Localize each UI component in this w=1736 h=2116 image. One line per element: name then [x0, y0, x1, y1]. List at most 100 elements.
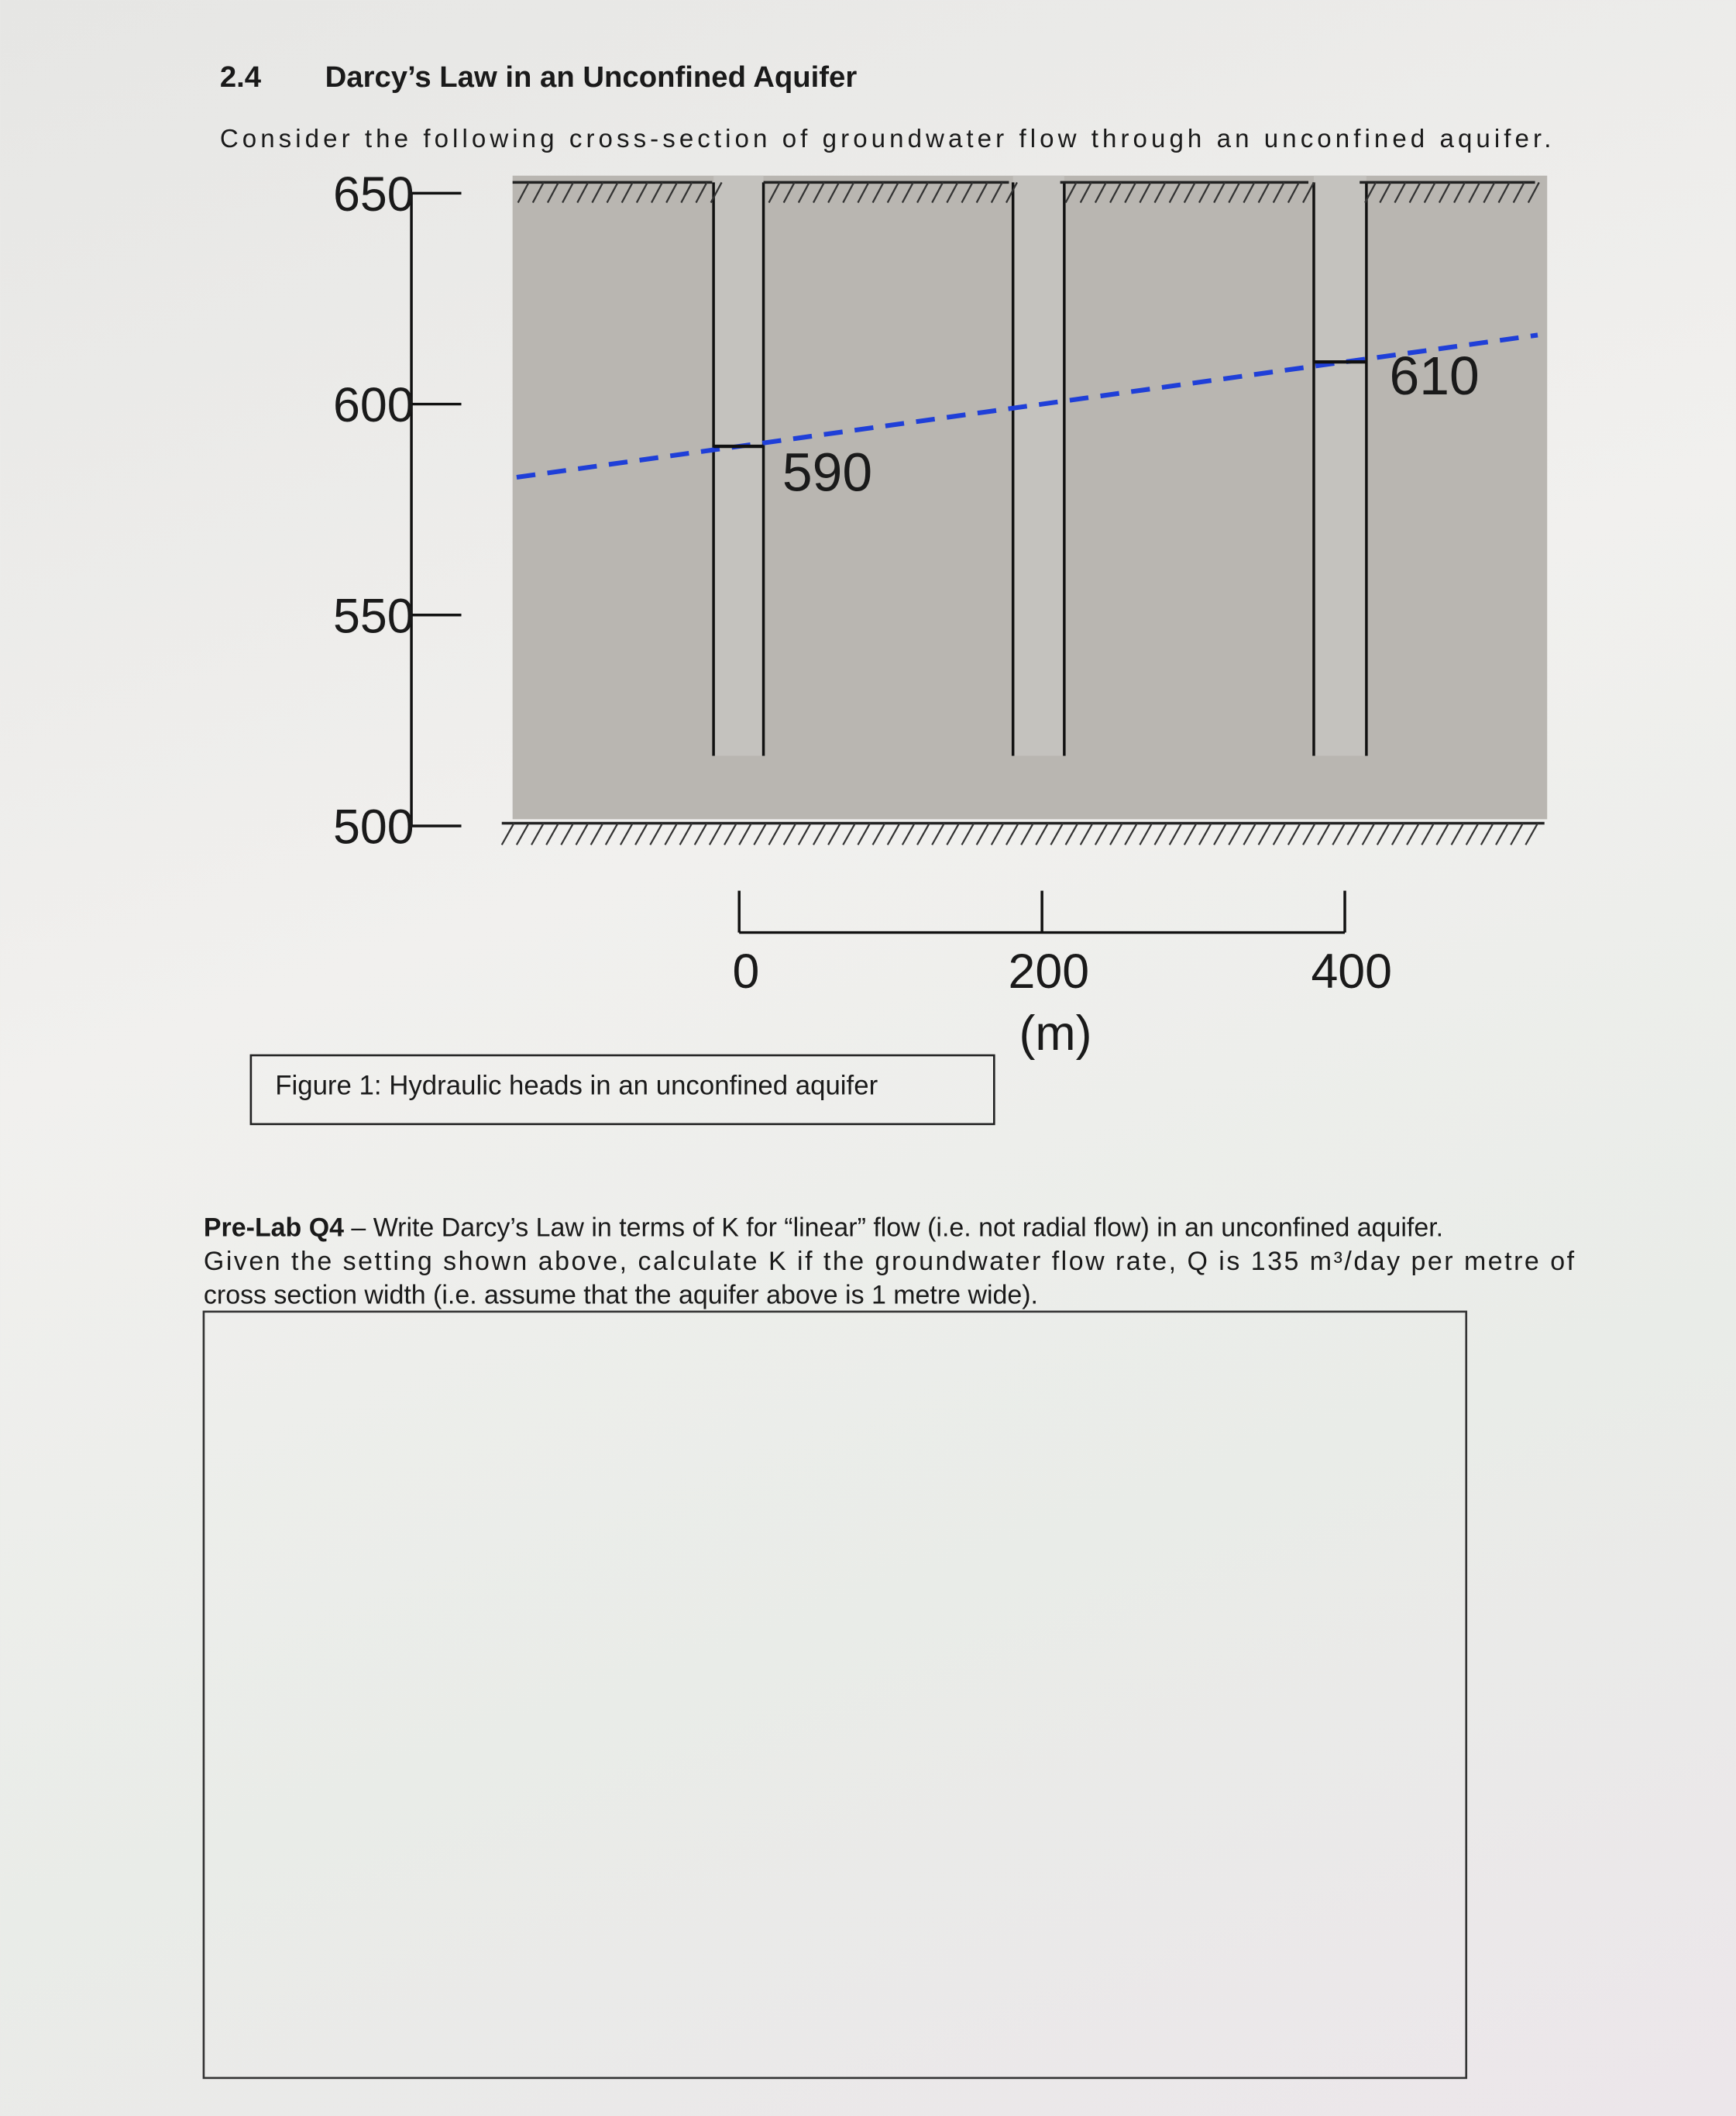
hatch	[1465, 822, 1480, 845]
well	[713, 175, 764, 756]
hatch	[1483, 181, 1496, 204]
hatch	[619, 822, 634, 845]
hatch	[946, 822, 961, 845]
hatch	[664, 822, 679, 845]
hatch	[1450, 822, 1465, 845]
hatch	[1079, 822, 1094, 845]
hatch	[1406, 822, 1420, 845]
hatch	[871, 822, 886, 845]
hatch	[1005, 181, 1018, 204]
hatch	[708, 822, 723, 845]
question-text: cross section width (i.e. assume that th…	[204, 1280, 1038, 1309]
hatch	[665, 181, 679, 204]
distance-label: 0	[732, 944, 759, 999]
section-title: Darcy’s Law in an Unconfined Aquifer	[325, 60, 858, 94]
hatch	[1510, 822, 1524, 845]
hatch	[961, 822, 975, 845]
hatch	[812, 822, 827, 845]
hatch	[1094, 181, 1107, 204]
hatch	[1050, 822, 1064, 845]
hatch	[1168, 822, 1183, 845]
hatch	[724, 822, 737, 845]
hatch	[1376, 822, 1391, 845]
hatch	[1228, 822, 1242, 845]
hatch	[782, 822, 797, 845]
hatch	[827, 181, 840, 204]
hatch	[901, 181, 914, 204]
question-label: Pre-Lab Q4	[204, 1213, 344, 1242]
hatch	[1408, 181, 1421, 204]
elevation-label: 550	[333, 589, 414, 643]
figure-caption: Figure 1: Hydraulic heads in an unconfin…	[275, 1071, 878, 1101]
hatch	[1139, 822, 1153, 845]
hatch	[1438, 181, 1451, 204]
well	[1313, 175, 1366, 756]
hatch	[827, 822, 841, 845]
hatch	[1272, 822, 1287, 845]
hatch	[1109, 822, 1123, 845]
hatch	[500, 822, 515, 845]
distance-unit: (m)	[1019, 1006, 1092, 1061]
hatch	[1346, 822, 1361, 845]
hatch	[871, 181, 885, 204]
hatch	[590, 822, 604, 845]
hatch	[531, 181, 545, 204]
hatch	[1020, 822, 1034, 845]
hatch	[545, 822, 559, 845]
hatch	[1198, 181, 1211, 204]
hatch	[1035, 822, 1049, 845]
hatch	[1480, 822, 1494, 845]
hatch	[1124, 181, 1137, 204]
hatch	[1525, 822, 1539, 845]
hatch	[931, 822, 945, 845]
hatch	[901, 822, 916, 845]
hatch	[1435, 822, 1450, 845]
hatch	[1332, 822, 1346, 845]
intro-text: Consider the following cross-section of …	[220, 125, 1552, 153]
hatch	[1005, 822, 1019, 845]
elevation-label: 600	[333, 378, 414, 432]
hatch	[531, 822, 545, 845]
head-label: 610	[1389, 346, 1479, 406]
hatch	[576, 181, 590, 204]
hatch	[1064, 822, 1079, 845]
hatch	[1183, 181, 1196, 204]
hatch	[1213, 181, 1226, 204]
hatch	[1421, 822, 1435, 845]
hatch	[604, 822, 619, 845]
hatch	[1243, 181, 1256, 204]
hatch	[1079, 181, 1092, 204]
hatch	[693, 822, 708, 845]
hatch	[916, 181, 929, 204]
hatch	[1257, 822, 1272, 845]
water-table	[516, 332, 1538, 480]
hatch	[1139, 181, 1152, 204]
hatch	[710, 181, 723, 204]
hatch	[1423, 181, 1436, 204]
hatch	[797, 181, 810, 204]
hatch	[857, 822, 871, 845]
hatch	[1495, 822, 1509, 845]
hatch	[842, 822, 856, 845]
hatch	[931, 181, 944, 204]
well	[1012, 175, 1064, 756]
hatch	[1243, 822, 1257, 845]
hatch	[1512, 181, 1525, 204]
hatch	[1183, 822, 1198, 845]
hatch	[1497, 181, 1511, 204]
section-number: 2.4	[220, 60, 262, 94]
hatch	[1317, 822, 1331, 845]
hatch	[1228, 181, 1241, 204]
head-label: 590	[782, 442, 872, 502]
hatch	[680, 181, 693, 204]
figure: 650 600 550 500 590 610 0 200 400 (m)	[333, 167, 1548, 1061]
hatch	[782, 181, 796, 204]
hatch	[946, 181, 959, 204]
hatch	[635, 181, 648, 204]
hatch	[634, 822, 648, 845]
hatch	[1394, 181, 1407, 204]
hatch	[812, 181, 825, 204]
hatch	[679, 822, 693, 845]
hatch	[1213, 822, 1227, 845]
